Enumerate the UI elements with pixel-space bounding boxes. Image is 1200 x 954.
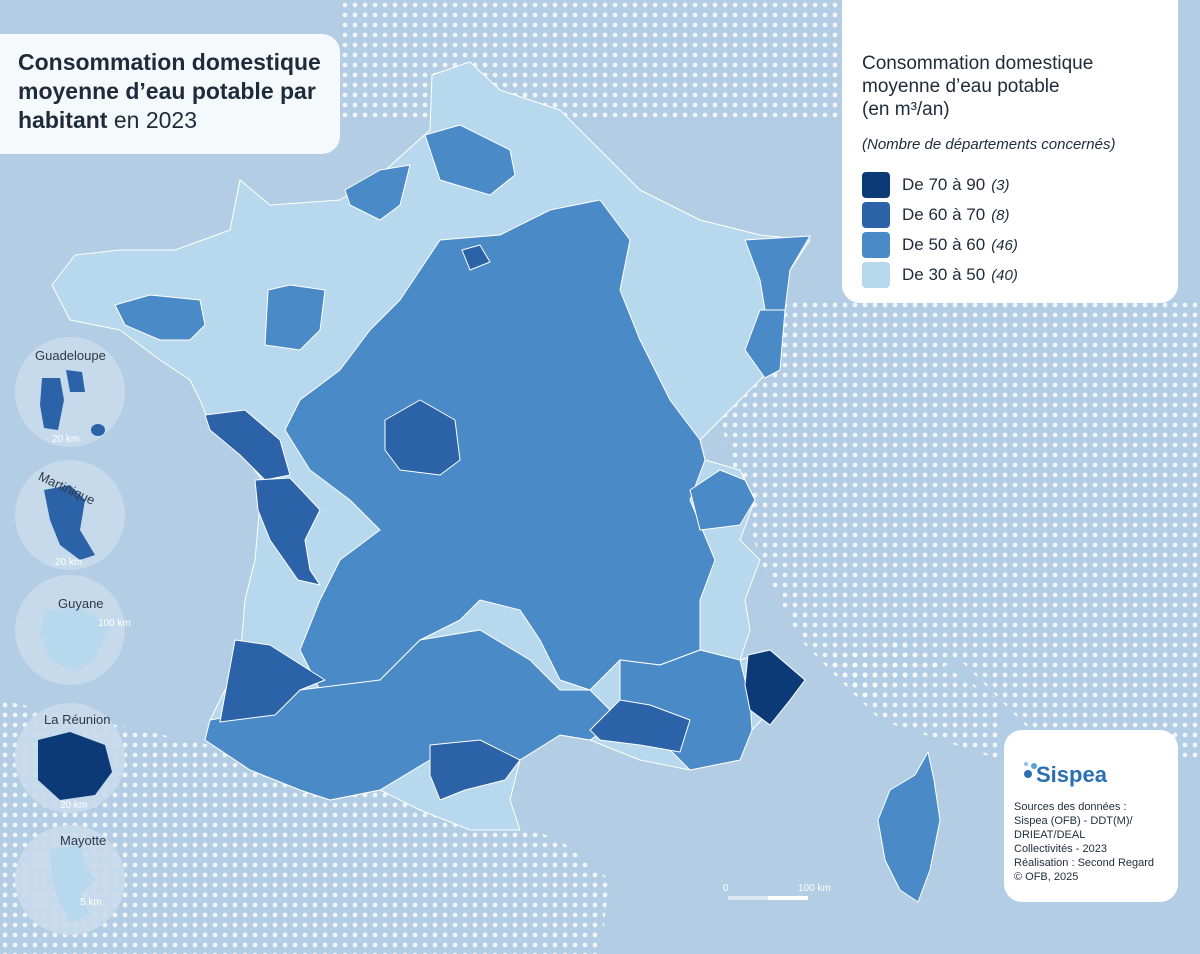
sispea-logo-text: Sispea bbox=[1036, 762, 1107, 787]
scale-bar-start: 0 bbox=[723, 883, 729, 894]
inset-mayotte-scale: 5 km bbox=[80, 897, 102, 908]
region-medium-brittany bbox=[114, 294, 206, 341]
region-dark-vendee bbox=[204, 409, 291, 481]
map-title: Consommation domestique moyenne d’eau po… bbox=[18, 48, 338, 135]
title-card: Consommation domestique moyenne d’eau po… bbox=[0, 34, 340, 154]
inset-mayotte: Mayotte 5 km bbox=[15, 825, 125, 935]
legend-count: (40) bbox=[991, 266, 1018, 284]
legend-label: De 30 à 50 bbox=[902, 265, 986, 284]
scale-bar-end: 100 km bbox=[798, 883, 831, 894]
sispea-logo-icon bbox=[1024, 762, 1037, 778]
legend-count: (46) bbox=[991, 236, 1018, 254]
legend-swatch bbox=[862, 172, 890, 198]
region-medium-corse bbox=[877, 751, 941, 903]
inset-reunion-scale: 20 km bbox=[60, 800, 87, 811]
scale-bar: 0 100 km bbox=[723, 883, 831, 900]
inset-guyane: Guyane 100 km bbox=[15, 575, 131, 685]
source-line: DRIEAT/DEAL bbox=[1014, 829, 1086, 841]
legend-label: De 70 à 90 bbox=[902, 175, 986, 194]
legend-title-line3: (en m³/an) bbox=[862, 99, 950, 120]
legend-label: De 50 à 60 bbox=[902, 235, 986, 254]
legend-swatch bbox=[862, 262, 890, 288]
source-line: Collectivités - 2023 bbox=[1014, 843, 1107, 855]
inset-martinique: Martinique 20 km bbox=[15, 460, 125, 570]
inset-guyane-scale: 100 km bbox=[98, 618, 131, 629]
france-mainland bbox=[51, 61, 941, 903]
region-dark-paris bbox=[461, 244, 491, 271]
source-card: Sispea Sources des données : Sispea (OFB… bbox=[1004, 730, 1178, 902]
legend-item: De 60 à 70 (8) bbox=[862, 202, 1010, 228]
inset-guyane-label: Guyane bbox=[58, 596, 104, 611]
inset-reunion: La Réunion 20 km bbox=[15, 703, 125, 813]
region-dark-landes bbox=[219, 639, 326, 723]
inset-mayotte-label: Mayotte bbox=[60, 833, 106, 848]
source-line: Réalisation : Second Regard bbox=[1014, 857, 1155, 869]
region-medium-picardie bbox=[424, 124, 516, 196]
legend-count: (8) bbox=[991, 206, 1010, 224]
region-darkest-alpes-maritimes bbox=[744, 649, 806, 726]
inset-reunion-label: La Réunion bbox=[44, 712, 111, 727]
region-medium-normandy bbox=[264, 284, 326, 351]
legend-swatch bbox=[862, 232, 890, 258]
legend-item: De 50 à 60 (46) bbox=[862, 232, 1018, 258]
map-title-bold: Consommation domestique moyenne d’eau po… bbox=[18, 49, 321, 133]
legend-swatch bbox=[862, 202, 890, 228]
source-line: © OFB, 2025 bbox=[1014, 871, 1079, 883]
legend-item: De 70 à 90 (3) bbox=[862, 172, 1010, 198]
inset-martinique-scale: 20 km bbox=[55, 557, 82, 568]
dotted-land-spain bbox=[0, 700, 610, 954]
region-medium-center bbox=[284, 199, 716, 691]
legend-count: (3) bbox=[991, 176, 1010, 194]
legend-title: Consommation domestique moyenne d’eau po… bbox=[862, 52, 1162, 121]
map-title-normal: en 2023 bbox=[113, 107, 197, 133]
legend-card: Consommation domestique moyenne d’eau po… bbox=[842, 0, 1178, 303]
region-dark-charente-maritime bbox=[254, 477, 321, 586]
region-medium-north bbox=[344, 164, 411, 221]
inset-guadeloupe: Guadeloupe 20 km bbox=[15, 337, 125, 447]
dotted-land-europe-east bbox=[700, 300, 1200, 760]
dotted-land-europe-north bbox=[340, 0, 840, 120]
region-dark-var-bouches bbox=[589, 699, 691, 753]
region-medium-savoie bbox=[689, 469, 756, 531]
legend-item: De 30 à 50 (40) bbox=[862, 262, 1018, 288]
source-line: Sispea (OFB) - DDT(M)/ bbox=[1014, 815, 1133, 827]
region-dark-indre bbox=[384, 399, 461, 476]
legend-label: De 60 à 70 bbox=[902, 205, 986, 224]
region-dark-aude bbox=[429, 739, 521, 801]
legend-subtitle: (Nombre de départements concernés) bbox=[862, 136, 1116, 153]
region-medium-alsace2 bbox=[744, 309, 786, 379]
inset-guadeloupe-label: Guadeloupe bbox=[35, 348, 106, 363]
legend-title-line2: moyenne d’eau potable bbox=[862, 76, 1060, 97]
dotted-land-italy bbox=[820, 640, 1000, 760]
legend-title-line1: Consommation domestique bbox=[862, 53, 1094, 74]
sources-text: Sources des données : Sispea (OFB) - DDT… bbox=[1014, 800, 1174, 884]
source-line: Sources des données : bbox=[1014, 801, 1127, 813]
inset-guadeloupe-scale: 20 km bbox=[52, 434, 79, 445]
